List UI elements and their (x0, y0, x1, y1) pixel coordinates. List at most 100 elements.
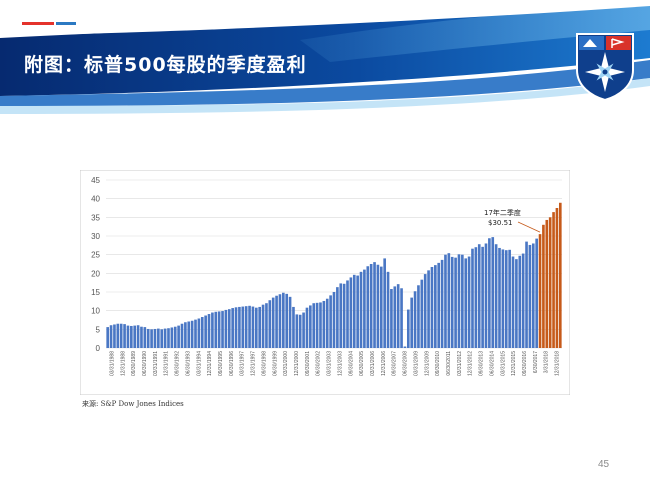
y-tick-label: 45 (91, 176, 100, 185)
eps-bar (322, 300, 326, 348)
x-tick-label: 09/30/1989 (131, 351, 137, 376)
eps-bar (504, 250, 508, 348)
eps-bar (309, 305, 312, 348)
x-tick-label: 09/30/1995 (218, 351, 224, 376)
x-tick-label: 09/30/2013 (479, 351, 485, 376)
eps-bar (329, 295, 332, 348)
eps-bar (251, 306, 255, 348)
eps-bar (508, 249, 511, 348)
eps-bar (302, 312, 305, 348)
eps-bar (275, 295, 278, 348)
eps-bar (457, 254, 461, 348)
eps-bar (315, 302, 319, 348)
eps-bar (244, 306, 248, 348)
eps-bar (150, 329, 153, 348)
eps-bar (349, 277, 353, 348)
y-tick-label: 15 (91, 288, 100, 297)
eps-bar (231, 308, 234, 348)
eps-bar (434, 265, 437, 348)
eps-bar (444, 254, 447, 348)
eps-bar (312, 303, 316, 348)
eps-bar (130, 325, 133, 348)
eps-bar (271, 297, 275, 348)
estimate-bar (552, 212, 555, 348)
annotation-arrow (517, 221, 541, 233)
chart-annotation: 17年二季度 $30.51 (484, 208, 541, 233)
x-tick-label: 3/31/2018 (544, 351, 550, 373)
eps-bar (119, 323, 123, 348)
eps-bar (420, 279, 424, 348)
x-tick-label: 6/30/2017 (533, 351, 539, 373)
eps-bar (211, 312, 214, 348)
accent-red-bar (22, 22, 54, 25)
eps-bar (467, 256, 471, 348)
estimate-bar (548, 217, 552, 348)
x-tick-label: 09/30/2016 (522, 351, 528, 376)
eps-bar (282, 292, 285, 348)
x-tick-label: 06/30/2011 (446, 351, 452, 376)
estimate-bar (545, 219, 549, 348)
eps-bar (481, 246, 484, 348)
eps-bar (295, 314, 299, 348)
eps-bar (400, 288, 403, 348)
eps-bar (339, 283, 343, 348)
eps-bar (477, 244, 481, 348)
eps-bar (447, 253, 451, 348)
eps-bar (359, 271, 363, 348)
eps-bar (369, 264, 373, 348)
y-tick-label: 0 (96, 344, 101, 353)
eps-bar (376, 264, 380, 348)
x-tick-label: 06/30/2002 (316, 351, 322, 376)
compass-star-icon (585, 52, 625, 92)
eps-bar (227, 309, 231, 348)
eps-bar (471, 248, 474, 348)
eps-bar (535, 238, 538, 348)
x-tick-label: 12/31/2015 (511, 351, 517, 376)
x-tick-label: 03/31/2000 (283, 351, 289, 376)
page-number: 45 (598, 459, 610, 470)
eps-bar (454, 257, 457, 348)
eps-bar (393, 286, 397, 348)
eps-bar (383, 258, 386, 348)
eps-bar (136, 325, 140, 348)
estimate-bar (538, 234, 542, 348)
y-tick-label: 30 (91, 232, 100, 241)
eps-bar (427, 270, 430, 348)
x-tick-label: 03/31/1997 (240, 351, 246, 376)
eps-bar (140, 326, 143, 348)
x-axis-ticks: 03/31/1988 12/31/1988 09/30/1989 06/30/1990… (109, 351, 560, 376)
x-tick-label: 06/30/2005 (359, 351, 365, 376)
x-tick-label: 12/31/1988 (120, 351, 126, 376)
x-tick-label: 09/30/2001 (305, 351, 311, 376)
eps-bar (440, 259, 444, 348)
x-tick-label: 06/30/1996 (229, 351, 235, 376)
x-tick-label: 06/30/2014 (489, 351, 495, 376)
y-tick-label: 5 (96, 325, 101, 334)
eps-bar (501, 249, 505, 348)
eps-bar (180, 323, 184, 348)
x-tick-label: 12/31/2003 (337, 351, 343, 376)
eps-bar (234, 307, 238, 348)
chart-bars (106, 202, 562, 348)
eps-bar (116, 323, 120, 348)
eps-bar (363, 269, 366, 348)
eps-bar (406, 309, 410, 348)
eps-bar (143, 327, 147, 348)
eps-bar (163, 328, 167, 348)
estimate-bar (555, 208, 559, 348)
estimate-bar (558, 202, 562, 348)
eps-bar (207, 314, 211, 348)
source-note: 来源: S&P Dow Jones Indices (82, 400, 184, 408)
x-tick-label: 12/31/1991 (164, 351, 170, 376)
eps-bar (332, 292, 336, 348)
eps-bar (190, 320, 194, 348)
y-tick-label: 10 (91, 307, 100, 316)
eps-bar (177, 325, 180, 348)
accent-blue-bar (56, 22, 76, 25)
title-accent-line (22, 22, 76, 25)
eps-bar (417, 285, 420, 348)
eps-bar (515, 259, 518, 348)
eps-bar (413, 291, 417, 348)
eps-bar (109, 325, 113, 348)
eps-bar (342, 283, 346, 348)
